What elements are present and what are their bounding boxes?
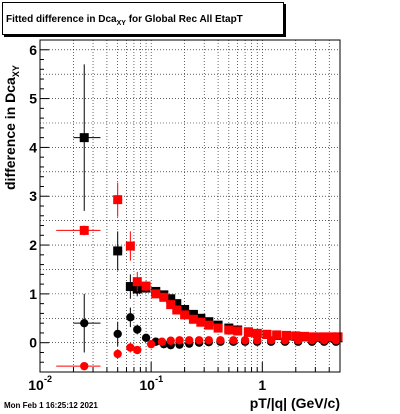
data-marks: [56, 64, 343, 371]
x-axis-label: pT/|q| (GeV/c): [249, 395, 340, 411]
data-point-circle: [126, 343, 135, 352]
x-tick-exponent: -1: [155, 374, 163, 384]
data-point-square: [79, 225, 89, 235]
y-tick-label: 2: [29, 237, 37, 253]
chart-title-rest: for Global Rec All EtapT: [125, 14, 243, 25]
data-point-square: [196, 317, 206, 327]
data-point-square: [188, 314, 198, 324]
data-point-circle: [126, 313, 135, 322]
data-point-square: [113, 246, 123, 256]
y-tick-label: 6: [29, 42, 37, 58]
data-point-circle: [80, 318, 89, 328]
data-point-circle: [204, 336, 213, 345]
data-point-square: [262, 329, 272, 339]
y-tick-label: 3: [29, 188, 37, 204]
data-point-circle: [133, 325, 142, 334]
data-point-square: [151, 289, 161, 299]
y-tick-label: 1: [29, 286, 37, 302]
data-point-square: [300, 331, 310, 341]
data-point-square: [213, 323, 223, 333]
data-point-square: [159, 292, 169, 302]
data-point-square: [180, 310, 190, 320]
data-point-circle: [216, 336, 225, 345]
data-point-square: [180, 305, 190, 315]
data-point-square: [243, 327, 253, 337]
data-point-circle: [146, 339, 156, 349]
data-point-circle: [133, 345, 142, 355]
data-point-square: [132, 277, 142, 287]
data-point-circle: [280, 336, 290, 345]
data-point-circle: [229, 336, 238, 345]
data-point-square: [281, 330, 291, 340]
x-tick-exponent: -2: [44, 374, 52, 384]
data-point-circle: [113, 329, 122, 339]
data-point-circle: [141, 333, 151, 343]
data-point-circle: [175, 336, 184, 345]
y-tick-label: 4: [29, 139, 37, 155]
y-tick-label: 5: [29, 91, 37, 107]
data-point-circle: [80, 361, 89, 371]
y-axis-label-text: difference in Dca: [2, 77, 18, 190]
data-point-square: [233, 326, 243, 336]
data-point-square: [113, 195, 123, 205]
data-point-square: [327, 332, 337, 342]
data-point-square: [172, 299, 182, 309]
y-axis-label: difference in DcaXY: [2, 65, 21, 190]
data-point-circle: [240, 336, 250, 345]
x-tick-label: 1: [258, 377, 266, 393]
datestamp: Mon Feb 1 16:25:12 2021: [4, 401, 98, 410]
data-point-circle: [194, 336, 204, 345]
data-point-circle: [293, 336, 303, 345]
data-point-circle: [157, 337, 167, 346]
grid-layer: [39, 40, 341, 372]
data-point-circle: [307, 336, 317, 345]
x-tick-label: 10: [139, 377, 155, 393]
data-point-square: [141, 281, 151, 291]
data-point-circle: [113, 349, 122, 359]
data-point-circle: [185, 336, 194, 345]
data-point-square: [79, 133, 89, 143]
chart-title-text: Fitted difference in Dca: [6, 14, 117, 25]
data-point-square: [125, 282, 135, 292]
y-tick-label: 0: [29, 335, 37, 351]
chart-title: Fitted difference in DcaXY for Global Re…: [2, 2, 284, 35]
data-point-square: [166, 294, 176, 304]
data-point-circle: [319, 336, 329, 345]
chart-title-sub: XY: [116, 20, 126, 27]
data-point-square: [166, 300, 176, 310]
data-point-square: [172, 305, 182, 315]
data-point-square: [291, 331, 301, 341]
y-axis-label-sub: XY: [10, 65, 21, 78]
data-point-square: [188, 309, 198, 319]
data-point-square: [204, 320, 214, 330]
data-point-circle: [331, 336, 341, 345]
data-point-circle: [253, 336, 262, 345]
x-tick-label: 10: [28, 377, 44, 393]
data-point-square: [272, 330, 282, 340]
data-point-circle: [166, 336, 175, 345]
data-point-square: [224, 325, 234, 335]
data-point-circle: [266, 336, 276, 345]
data-point-square: [252, 328, 262, 338]
data-point-square: [125, 241, 135, 251]
